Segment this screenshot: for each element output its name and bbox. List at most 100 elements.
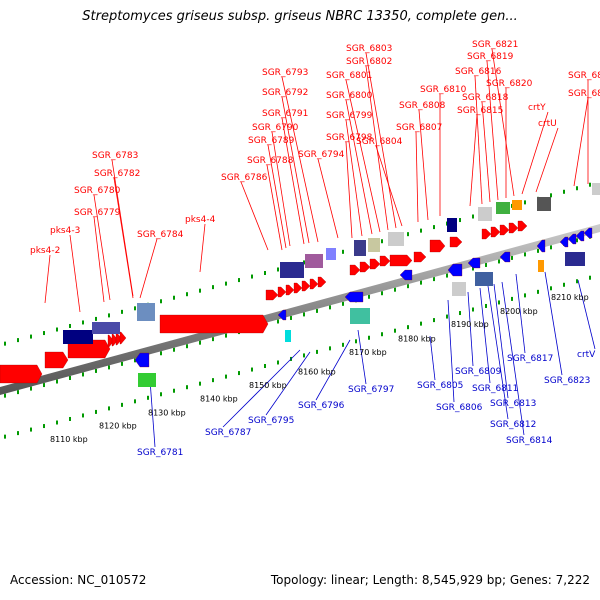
reverse-gene-label[interactable]: SGR_6812 [490,420,536,430]
forward-gene-leader [469,114,478,207]
reverse-gene-label[interactable]: SGR_6817 [507,354,553,364]
reverse-gene-arrow [536,239,546,253]
forward-gene-arrow [369,258,381,270]
gene-block [537,197,551,211]
forward-gene-label[interactable]: SGR_6799 [326,111,373,121]
forward-gene-label[interactable]: SGR_6790 [252,123,299,133]
forward-gene-arrow [159,314,269,334]
forward-gene-label[interactable]: SGR_6818 [462,93,509,103]
forward-gene-label[interactable]: SGR_6804 [356,137,403,147]
forward-gene-label[interactable]: SGR_6810 [420,85,467,95]
forward-gene-label[interactable]: SGR_6819 [467,52,514,62]
forward-gene-leader [199,223,206,273]
gene-block [285,330,291,342]
forward-gene-label[interactable]: SGR_6800 [326,91,373,101]
forward-gene-label[interactable]: SGR_6802 [346,57,392,67]
forward-gene-label[interactable]: SGR_6815 [457,106,503,116]
forward-gene-leader [93,194,111,301]
reverse-gene-label[interactable]: SGR_6805 [417,381,463,391]
reverse-gene-arrow [567,233,577,245]
forward-gene-label[interactable]: SGR_6821 [472,40,518,50]
gene-block [478,207,492,221]
reverse-gene-label[interactable]: SGR_6797 [348,385,394,395]
forward-gene-leader [93,216,105,303]
forward-gene-arrow [119,331,127,345]
scale-label: 8130 kbp [148,408,186,417]
forward-gene-leader [481,101,491,203]
forward-gene-arrow [413,251,427,263]
reverse-gene-arrow [499,251,511,263]
forward-gene-leader [521,111,549,195]
reverse-gene-leader [265,351,311,416]
forward-gene-label[interactable]: SGR_6788 [247,156,294,166]
forward-gene-label[interactable]: SGR_6832 [568,89,600,99]
forward-gene-label[interactable]: pks4-4 [185,215,216,225]
gene-block [280,262,304,278]
reverse-gene-leader [467,291,474,367]
forward-gene-arrow [379,255,391,267]
reverse-gene-label[interactable]: SGR_6787 [205,428,251,438]
forward-gene-label[interactable]: pks4-2 [30,246,60,256]
forward-gene-label[interactable]: SGR_6801 [326,71,372,81]
forward-gene-leader [535,127,559,193]
forward-gene-leader [486,60,499,201]
forward-gene-label[interactable]: SGR_6807 [396,123,442,133]
gene-labels: pks4-2 pks4-3 SGR_6779 SGR_6780 SGR_6782 SGR_… [30,40,600,458]
forward-gene-label[interactable]: SGR_6803 [346,44,392,54]
forward-gene-label[interactable]: crtU [538,119,557,129]
reverse-gene-arrow [583,227,593,239]
genome-backbone [0,224,600,395]
reverse-gene-arrow [134,352,150,368]
scale-label: 8170 kbp [349,348,387,357]
reverse-gene-label[interactable]: crtV [577,350,596,360]
forward-gene-arrow [317,276,327,288]
forward-gene-label[interactable]: SGR_6794 [298,150,345,160]
reverse-gene-label[interactable]: SGR_6806 [436,403,483,413]
reverse-gene-label[interactable]: SGR_6781 [137,448,183,458]
forward-gene-label[interactable]: SGR_6792 [262,88,308,98]
forward-gene-label[interactable]: SGR_6780 [74,186,121,196]
reverse-gene-label[interactable]: SGR_6823 [544,376,590,386]
forward-gene-label[interactable]: SGR_6798 [326,133,373,143]
forward-gene-label[interactable]: SGR_6779 [74,208,121,218]
forward-gene-leader [345,79,381,233]
reverse-gene-label[interactable]: SGR_6795 [248,416,294,426]
forward-gene-label[interactable]: pks4-3 [50,226,80,236]
forward-gene-label[interactable]: SGR_6783 [92,151,138,161]
scale-label: 8120 kbp [99,422,137,431]
gene-block [565,252,585,266]
forward-gene-label[interactable]: SGR_6816 [455,67,502,77]
reverse-gene-label[interactable]: SGR_6814 [506,436,553,446]
reverse-gene-leader [487,285,509,420]
reverse-gene-label[interactable]: SGR_6809 [455,367,502,377]
gene-block [496,202,510,214]
gene-block [305,254,323,268]
forward-gene-label[interactable]: SGR_6808 [399,101,446,111]
forward-gene-leader [281,96,310,244]
forward-gene-label[interactable]: SGR_6786 [221,173,268,183]
forward-gene-label[interactable]: crtY [528,103,546,113]
gene-block [475,272,493,286]
forward-gene-label[interactable]: SGR_6820 [486,79,533,89]
topology-text: Topology: linear; Length: 8,545,929 bp; … [270,573,590,587]
reverse-gene-label[interactable]: SGR_6796 [298,401,345,411]
reverse-gene-label[interactable]: SGR_6813 [490,399,536,409]
reverse-gene-label[interactable]: SGR_6811 [472,384,518,394]
scale-label: 8210 kbp [551,293,589,302]
reverse-gene-arrow [467,257,481,269]
gene-block [592,183,600,195]
forward-gene-label[interactable]: SGR_6782 [94,169,140,179]
forward-gene-arrow [293,282,303,294]
forward-gene-leader [281,117,305,245]
forward-gene-label[interactable]: SGR_6833 [568,71,600,81]
reverse-gene-leader [222,349,301,428]
forward-gene-label[interactable]: SGR_6793 [262,68,308,78]
forward-gene-arrow [107,334,115,348]
forward-gene-label[interactable]: SGR_6784 [137,230,184,240]
forward-gene-leader [415,131,419,223]
forward-gene-label[interactable]: SGR_6791 [262,109,308,119]
forward-gene-leader [44,254,51,304]
forward-gene-arrow [265,289,279,301]
forward-gene-label[interactable]: SGR_6789 [248,136,295,146]
forward-gene-leader [281,76,319,243]
